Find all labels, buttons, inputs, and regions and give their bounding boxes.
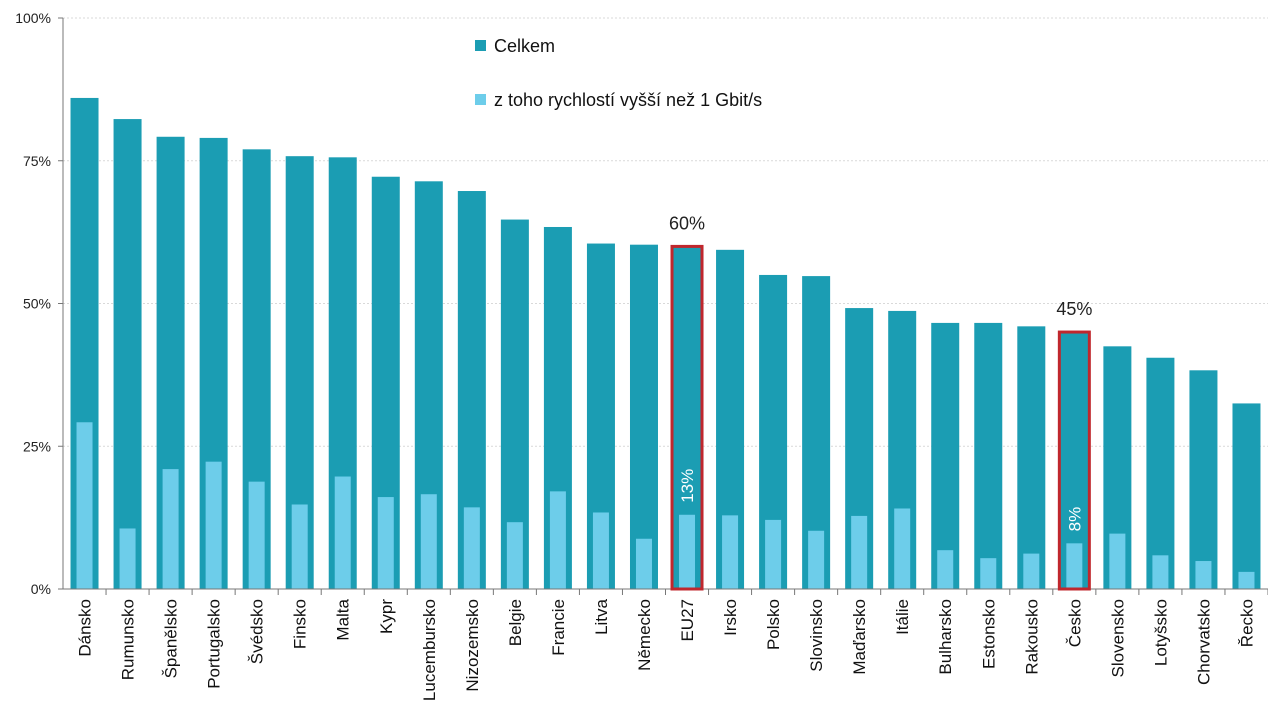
bar-total <box>1232 403 1261 589</box>
x-tick-label: Řecko <box>1237 599 1256 647</box>
bars <box>70 97 1261 590</box>
x-tick-label: EU27 <box>678 599 697 642</box>
x-tick-label: Česko <box>1065 599 1084 647</box>
bar-gigabit <box>1152 555 1169 589</box>
y-tick-label: 50% <box>23 296 51 312</box>
x-tick-label: Litva <box>592 598 611 634</box>
bar-gigabit <box>765 519 782 589</box>
bar-gigabit <box>722 515 739 589</box>
bar-total <box>1146 357 1175 589</box>
x-tick-label: Španělsko <box>162 599 181 678</box>
y-tick-label: 75% <box>23 153 51 169</box>
y-tick-label: 100% <box>15 10 51 26</box>
bar-gigabit <box>635 538 652 589</box>
x-tick-label: Kypr <box>377 599 396 634</box>
bar-gigabit <box>679 514 696 589</box>
x-axis: Dánsko Rumunsko Španělsko Portugalsko Švédsk… <box>63 588 1268 701</box>
bar-gigabit <box>463 507 480 589</box>
bar-gigabit <box>334 476 351 589</box>
bar-gigabit <box>506 522 523 589</box>
bar-gigabit <box>851 515 868 589</box>
bar-gigabit <box>808 530 825 589</box>
bar-total <box>931 322 960 589</box>
bar-gigabit <box>1109 533 1126 589</box>
legend: Celkem z toho rychlostí vyšší než 1 Gbit… <box>475 36 762 110</box>
bar-gigabit <box>980 558 997 589</box>
legend-label-gigabit: z toho rychlostí vyšší než 1 Gbit/s <box>494 90 762 110</box>
highlight-box <box>1057 330 1091 591</box>
x-tick-label: Německo <box>635 599 654 671</box>
x-tick-label: Estonsko <box>979 599 998 669</box>
bar-gigabit <box>592 512 609 589</box>
y-tick-label: 25% <box>23 438 51 454</box>
legend-swatch-gigabit <box>475 94 486 105</box>
bar-gigabit <box>1066 543 1083 589</box>
x-tick-label: Dánsko <box>76 599 95 657</box>
bar-gigabit <box>1238 571 1255 589</box>
x-tick-label: Rumunsko <box>119 599 138 680</box>
x-tick-label: Chorvatsko <box>1194 599 1213 685</box>
bar-gigabit <box>549 491 566 589</box>
bar-total <box>113 119 142 589</box>
x-tick-label: Nizozemsko <box>463 599 482 692</box>
bar-total <box>1189 370 1218 589</box>
y-axis: 0% 25% 50% 75% 100% <box>15 10 64 597</box>
bar-gigabit <box>119 528 136 589</box>
bar-gigabit <box>162 469 179 589</box>
bar-gigabit <box>1195 561 1212 589</box>
bar-gigabit <box>420 494 437 589</box>
annotations: 60% 13% 45% 8% <box>669 213 1092 591</box>
x-tick-label: Francie <box>549 599 568 656</box>
x-tick-label: Maďarsko <box>850 599 869 675</box>
bar-gigabit <box>1023 553 1040 589</box>
y-tick-label: 0% <box>31 581 51 597</box>
x-tick-label: Polsko <box>764 599 783 650</box>
bar-gigabit <box>937 550 954 589</box>
x-tick-label: Slovensko <box>1108 599 1127 677</box>
x-tick-label: Irsko <box>721 599 740 636</box>
data-label-total: 45% <box>1056 299 1092 319</box>
highlight-box <box>670 244 704 591</box>
data-label-gigabit: 13% <box>678 469 697 503</box>
bar-gigabit <box>76 422 93 589</box>
x-tick-label: Švédsko <box>248 599 267 664</box>
x-tick-label: Belgie <box>506 599 525 646</box>
bar-gigabit <box>291 504 308 589</box>
x-tick-label: Slovinsko <box>807 599 826 672</box>
bar-total <box>1017 326 1046 589</box>
x-tick-label: Portugalsko <box>205 599 224 689</box>
x-tick-label: Bulharsko <box>936 599 955 675</box>
data-label-total: 60% <box>669 213 705 233</box>
x-tick-label: Finsko <box>291 599 310 649</box>
bar-total <box>974 322 1003 589</box>
legend-label-celkem: Celkem <box>494 36 555 56</box>
bar-gigabit <box>248 481 265 589</box>
x-tick-label: Malta <box>334 598 353 640</box>
bar-gigabit <box>894 508 911 589</box>
data-label-gigabit: 8% <box>1065 507 1084 532</box>
x-tick-label: Lotyšsko <box>1151 599 1170 666</box>
bar-total <box>629 244 658 589</box>
x-tick-label: Itálie <box>893 599 912 635</box>
x-tick-label: Lucembursko <box>420 599 439 701</box>
bar-gigabit <box>377 497 394 589</box>
legend-swatch-celkem <box>475 40 486 51</box>
x-tick-label: Rakousko <box>1022 599 1041 675</box>
bar-gigabit <box>205 461 222 589</box>
